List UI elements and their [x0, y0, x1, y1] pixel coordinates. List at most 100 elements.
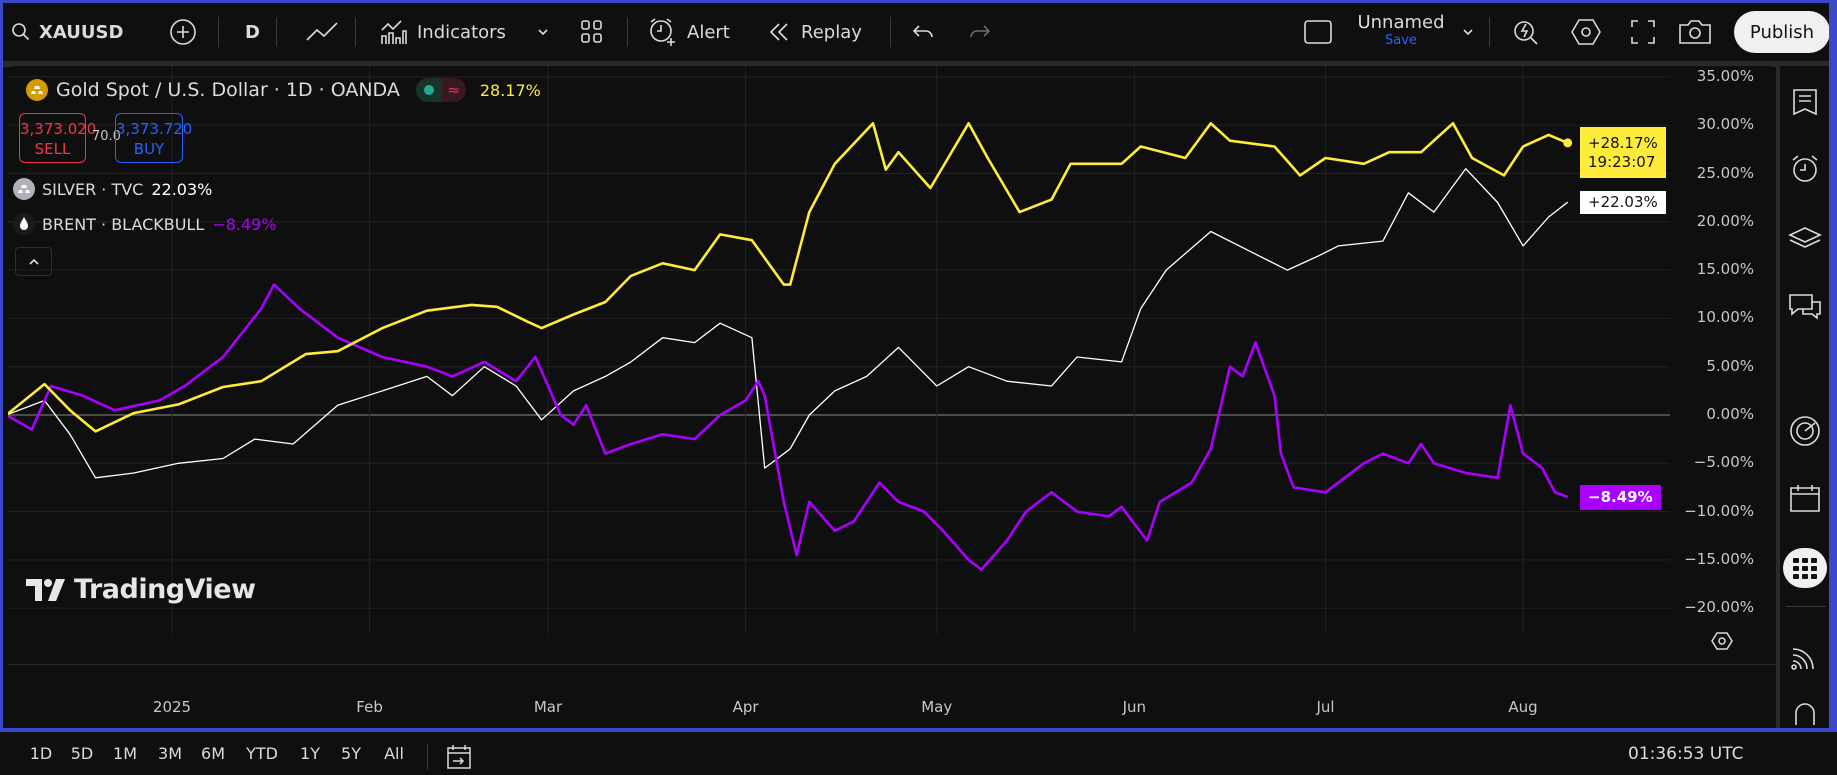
- range-button-1m[interactable]: 1M: [113, 744, 137, 763]
- redo-button[interactable]: [968, 3, 992, 61]
- data-delayed-icon: ≈: [441, 78, 466, 102]
- divider: [1489, 17, 1490, 47]
- layout-button[interactable]: [1303, 3, 1333, 61]
- alarm-clock-plus-icon: [650, 18, 675, 46]
- list-bookmark-icon: [1793, 89, 1817, 116]
- indicators-button[interactable]: Indicators: [379, 3, 506, 61]
- oil-drop-icon: [13, 213, 35, 235]
- symbol-search-button[interactable]: XAUUSD: [11, 3, 123, 61]
- price-axis-tick: 15.00%: [1696, 260, 1754, 279]
- axis-settings-button[interactable]: [1710, 631, 1734, 655]
- top-toolbar: XAUUSD D Indicators Alert Replay Unnamed…: [3, 3, 1830, 61]
- divider: [355, 17, 356, 47]
- divider: [218, 17, 219, 47]
- publish-button[interactable]: Publish: [1734, 11, 1830, 53]
- layout-name-button[interactable]: Unnamed Save: [1353, 3, 1449, 61]
- range-button-ytd[interactable]: YTD: [246, 744, 278, 763]
- apps-button[interactable]: [1783, 548, 1827, 588]
- range-button-5d[interactable]: 5D: [70, 744, 94, 763]
- interval-label: D: [245, 21, 260, 43]
- time-axis-tick: Jun: [1122, 698, 1147, 716]
- broadcast-icon: [1791, 648, 1814, 670]
- settings-button[interactable]: [1570, 3, 1602, 61]
- object-tree-button[interactable]: [1783, 218, 1827, 258]
- calendar-icon: [1790, 485, 1820, 512]
- chats-button[interactable]: [1783, 287, 1827, 327]
- chart-panel[interactable]: Gold Spot / U.S. Dollar · 1D · OANDA ≈ 2…: [8, 66, 1776, 770]
- save-link[interactable]: Save: [1385, 33, 1417, 48]
- calendar-button[interactable]: [1783, 478, 1827, 518]
- layout-templates-button[interactable]: [580, 3, 604, 61]
- alerts-button[interactable]: [1783, 148, 1827, 188]
- camera-icon: [1679, 20, 1711, 44]
- streams-button[interactable]: [1783, 636, 1827, 676]
- time-axis-tick: Jul: [1316, 698, 1335, 716]
- price-axis-tick: 10.00%: [1696, 308, 1754, 327]
- sell-price: 3,373.020: [20, 120, 97, 138]
- collapse-legend-button[interactable]: [15, 247, 52, 276]
- price-axis-tick: 5.00%: [1706, 356, 1754, 375]
- target-icon: [1790, 416, 1820, 446]
- notifications-button[interactable]: [1783, 697, 1827, 727]
- range-button-3m[interactable]: 3M: [158, 744, 182, 763]
- undo-button[interactable]: [911, 3, 935, 61]
- panel-gap: [1776, 66, 1781, 728]
- grid-icon: [581, 20, 602, 43]
- ideas-button[interactable]: [1783, 411, 1827, 451]
- alert-button[interactable]: Alert: [647, 3, 730, 61]
- indicators-icon: [381, 20, 407, 44]
- chevron-down-icon: [538, 29, 548, 36]
- clock-timezone[interactable]: 01:36:53 UTC: [1628, 744, 1744, 764]
- brent-last-change: −8.49%: [1588, 488, 1653, 506]
- market-status-pill[interactable]: ≈: [415, 78, 466, 102]
- silver-bars-icon: [13, 178, 35, 200]
- silver-legend[interactable]: SILVER · TVC 22.03%: [13, 177, 212, 201]
- chevron-down-icon: [1463, 29, 1473, 36]
- main-series-title: Gold Spot / U.S. Dollar · 1D · OANDA: [56, 79, 400, 101]
- range-button-1y[interactable]: 1Y: [300, 744, 320, 763]
- bar-countdown: 19:23:07: [1588, 152, 1656, 171]
- indicators-label: Indicators: [417, 21, 506, 43]
- main-series-legend[interactable]: Gold Spot / U.S. Dollar · 1D · OANDA ≈ 2…: [26, 77, 541, 103]
- interval-button[interactable]: D: [245, 3, 260, 61]
- quick-search-button[interactable]: [1511, 3, 1541, 61]
- indicators-dropdown[interactable]: [536, 3, 550, 61]
- silver-series-change: 22.03%: [151, 179, 213, 199]
- calendar-arrow-icon: [447, 745, 471, 769]
- brent-series-change: −8.49%: [212, 214, 277, 234]
- compare-button[interactable]: [169, 3, 197, 61]
- silver-series-name: SILVER · TVC: [42, 179, 144, 199]
- buy-button[interactable]: 3,373.720 BUY: [115, 113, 192, 163]
- fullscreen-button[interactable]: [1630, 3, 1656, 61]
- go-to-date-button[interactable]: [445, 743, 473, 775]
- hexagon-gear-icon: [1711, 632, 1733, 650]
- price-axis-tick: 20.00%: [1696, 211, 1754, 230]
- brent-legend[interactable]: BRENT · BLACKBULL −8.49%: [13, 212, 277, 236]
- search-icon: [12, 23, 30, 41]
- alert-label: Alert: [687, 21, 730, 43]
- range-button-all[interactable]: All: [384, 744, 404, 763]
- range-button-6m[interactable]: 6M: [201, 744, 225, 763]
- replay-button[interactable]: Replay: [767, 3, 862, 61]
- tradingview-logo[interactable]: TradingView: [26, 574, 256, 605]
- sell-button[interactable]: 3,373.020 SELL: [19, 113, 97, 163]
- layout-dropdown[interactable]: [1461, 3, 1475, 61]
- right-sidebar: [1780, 66, 1830, 728]
- gold-price-label: +28.17% 19:23:07: [1580, 127, 1666, 178]
- range-button-1d[interactable]: 1D: [29, 744, 53, 763]
- chart-type-button[interactable]: [305, 3, 339, 61]
- market-open-dot-icon: [415, 78, 442, 102]
- main-series-change: 28.17%: [479, 80, 541, 100]
- rectangle-icon: [1304, 20, 1332, 44]
- screenshot-button[interactable]: [1678, 3, 1712, 61]
- replay-label: Replay: [801, 21, 862, 43]
- range-button-5y[interactable]: 5Y: [341, 744, 361, 763]
- silver-price-label: +22.03%: [1580, 191, 1666, 214]
- alarm-clock-icon: [1792, 155, 1818, 182]
- time-axis-tick: Feb: [356, 698, 383, 716]
- divider: [627, 17, 628, 47]
- sell-label: SELL: [34, 140, 71, 158]
- silver-last-change: +22.03%: [1588, 193, 1658, 211]
- watchlist-button[interactable]: [1783, 82, 1827, 122]
- chart-canvas[interactable]: [8, 66, 1776, 728]
